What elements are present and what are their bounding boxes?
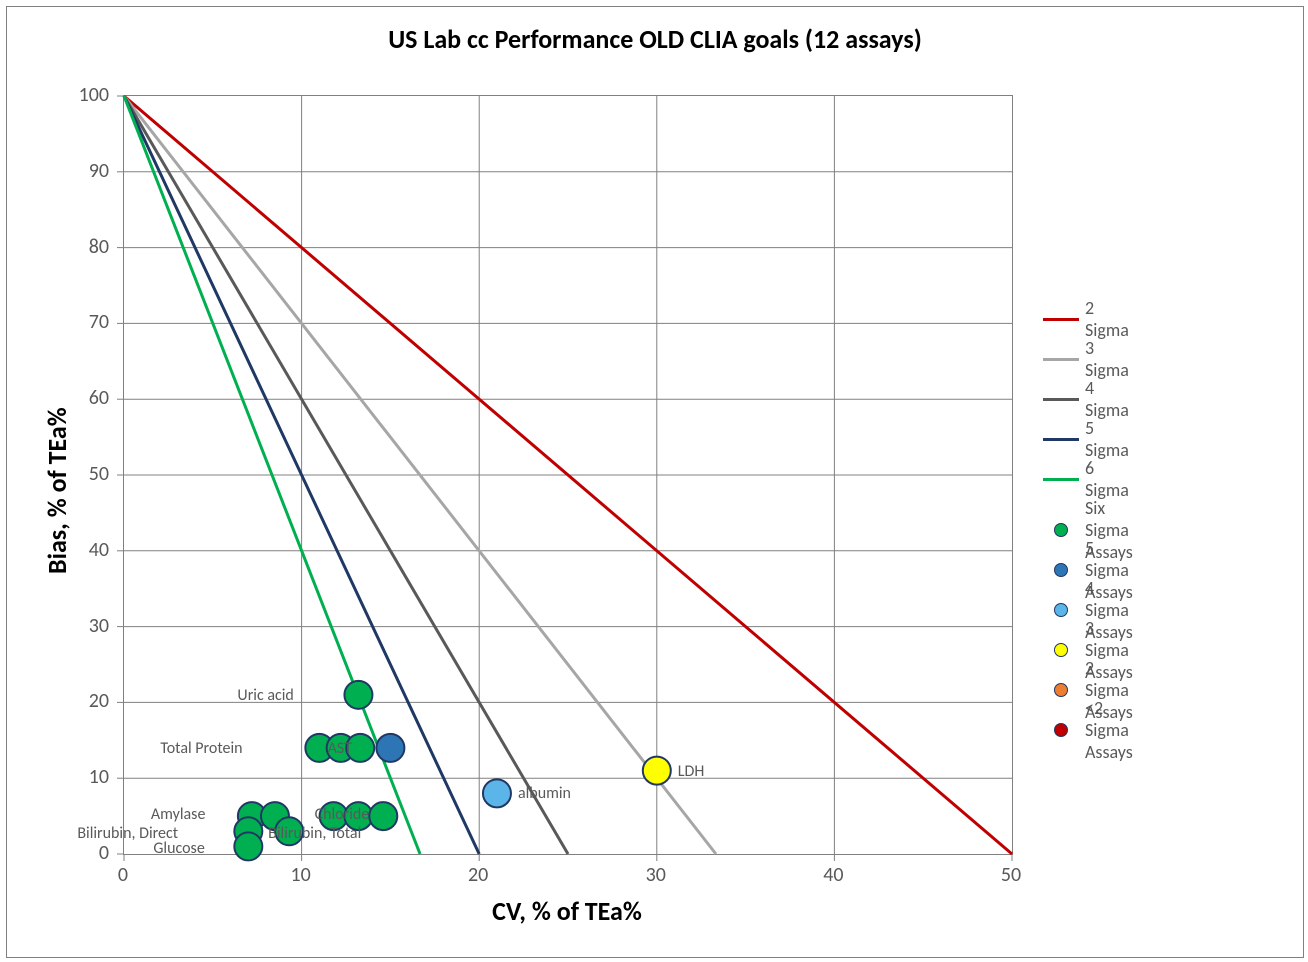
legend-item: 2 Sigma bbox=[1043, 297, 1129, 341]
data-point bbox=[376, 734, 404, 762]
data-point bbox=[369, 802, 397, 830]
data-point-label: Uric acid bbox=[237, 686, 293, 705]
chart-frame: US Lab cc Performance OLD CLIA goals (12… bbox=[6, 6, 1304, 958]
legend-item: 5 Sigma bbox=[1043, 417, 1129, 461]
legend-marker-swatch bbox=[1043, 563, 1079, 577]
legend-item: 3 Sigma bbox=[1043, 337, 1129, 381]
legend-marker-swatch bbox=[1043, 523, 1079, 537]
data-point-label: albumin bbox=[518, 784, 571, 803]
data-point-label: LDH bbox=[678, 762, 705, 781]
y-tick-label: 40 bbox=[89, 538, 109, 562]
legend-line-swatch bbox=[1043, 358, 1079, 361]
plot-svg bbox=[124, 96, 1012, 854]
legend-marker-swatch bbox=[1043, 603, 1079, 617]
legend-label: 5 Sigma bbox=[1085, 417, 1129, 461]
y-tick-label: 70 bbox=[89, 310, 109, 334]
legend-label: 4 Sigma bbox=[1085, 377, 1129, 421]
x-tick-label: 30 bbox=[646, 863, 666, 887]
legend-marker-swatch bbox=[1043, 643, 1079, 657]
x-axis-label: CV, % of TEa% bbox=[492, 895, 642, 927]
y-tick-label: 0 bbox=[99, 841, 109, 865]
y-tick-label: 80 bbox=[89, 235, 109, 259]
data-point-label: Amylase bbox=[151, 805, 206, 824]
x-tick-label: 50 bbox=[1001, 863, 1021, 887]
legend-label: <2 Sigma Assays bbox=[1085, 697, 1133, 763]
x-tick-label: 10 bbox=[290, 863, 310, 887]
chart-title: US Lab cc Performance OLD CLIA goals (12… bbox=[7, 23, 1303, 55]
data-point-label: Chloride bbox=[315, 805, 370, 824]
y-tick-label: 100 bbox=[79, 83, 109, 107]
legend-line-swatch bbox=[1043, 398, 1079, 401]
plot-area bbox=[123, 95, 1013, 855]
y-axis-label: Bias, % of TEa% bbox=[41, 407, 73, 574]
data-point bbox=[643, 757, 671, 785]
y-tick-label: 20 bbox=[89, 689, 109, 713]
legend-marker-swatch bbox=[1043, 683, 1079, 697]
y-tick-label: 50 bbox=[89, 462, 109, 486]
legend-line-swatch bbox=[1043, 318, 1079, 321]
y-tick-label: 90 bbox=[89, 159, 109, 183]
legend-item: <2 Sigma Assays bbox=[1043, 697, 1133, 763]
legend-marker-swatch bbox=[1043, 723, 1079, 737]
data-point bbox=[234, 832, 262, 860]
x-tick-label: 20 bbox=[468, 863, 488, 887]
y-tick-label: 30 bbox=[89, 614, 109, 638]
legend-item: 6 Sigma bbox=[1043, 457, 1129, 501]
data-point-label: Total Protein bbox=[160, 739, 242, 758]
legend-label: 6 Sigma bbox=[1085, 457, 1129, 501]
data-point-label: AST bbox=[328, 739, 352, 758]
data-point bbox=[483, 779, 511, 807]
y-tick-label: 10 bbox=[89, 765, 109, 789]
legend-line-swatch bbox=[1043, 478, 1079, 481]
data-point-label: Bilirubin, Total bbox=[268, 824, 361, 843]
legend-label: 3 Sigma bbox=[1085, 337, 1129, 381]
legend-item: 4 Sigma bbox=[1043, 377, 1129, 421]
data-point bbox=[344, 681, 372, 709]
legend-line-swatch bbox=[1043, 438, 1079, 441]
legend-label: 2 Sigma bbox=[1085, 297, 1129, 341]
y-tick-label: 60 bbox=[89, 386, 109, 410]
data-point-label: Glucose bbox=[153, 839, 204, 858]
x-tick-label: 0 bbox=[118, 863, 128, 887]
x-tick-label: 40 bbox=[823, 863, 843, 887]
